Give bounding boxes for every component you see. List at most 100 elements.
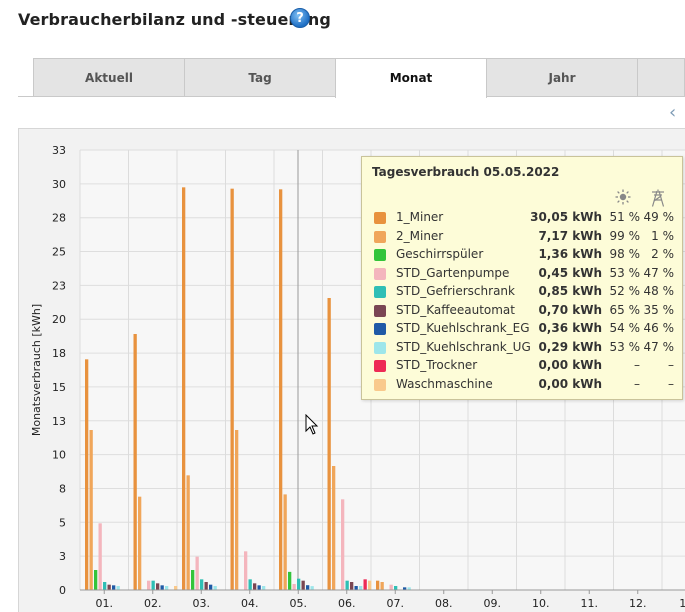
bar <box>350 582 354 590</box>
bar <box>89 430 93 590</box>
prev-arrow-icon[interactable]: ‹ <box>669 102 677 123</box>
y-tick-label: 0 <box>59 584 66 597</box>
pv-share: 65 % <box>609 302 641 317</box>
x-tick-label: 01. <box>96 597 114 610</box>
bar <box>327 298 331 590</box>
sun-icon <box>615 189 631 209</box>
bar <box>359 586 363 590</box>
tab-monat[interactable]: Monat <box>335 58 487 98</box>
x-tick-label: 13 <box>679 597 685 610</box>
consumer-energy: 0,70 kWh <box>538 302 602 317</box>
day-tooltip: Tagesverbrauch 05.05.2022 1_Miner 30,05 k… <box>361 156 683 400</box>
bar <box>354 586 358 590</box>
x-tick-label: 03. <box>193 597 211 610</box>
legend-swatch <box>374 267 386 280</box>
bar <box>133 334 137 590</box>
bar <box>94 570 98 590</box>
legend-swatch <box>374 323 386 335</box>
y-tick-label: 25 <box>52 246 66 259</box>
x-tick-label: 10. <box>532 597 550 610</box>
bar <box>292 584 296 590</box>
bar <box>209 584 213 590</box>
bar <box>248 579 252 590</box>
tooltip-title: Tagesverbrauch 05.05.2022 <box>372 165 560 179</box>
tab-aktuell[interactable]: Aktuell <box>33 58 185 96</box>
bar <box>165 586 169 590</box>
bar <box>195 556 199 590</box>
bar <box>213 586 217 590</box>
y-tick-label: 20 <box>52 313 66 326</box>
bar <box>182 187 186 591</box>
bar <box>147 580 151 590</box>
tab-tag[interactable]: Tag <box>184 58 336 96</box>
tooltip-row: STD_Kaffeeautomat 0,70 kWh 65 % 35 % <box>362 302 684 320</box>
tab-jahr[interactable]: Jahr <box>486 58 638 96</box>
tab-more[interactable] <box>637 58 685 96</box>
consumer-name: STD_Kuehlschrank_UG <box>396 339 531 354</box>
grid-share: 49 % <box>643 210 675 224</box>
x-tick-label: 04. <box>241 597 259 610</box>
bar <box>332 466 336 590</box>
bar <box>301 580 305 590</box>
bar <box>394 586 398 590</box>
bar <box>341 499 345 590</box>
bar <box>204 582 208 590</box>
consumer-name: Waschmaschine <box>396 376 493 391</box>
tooltip-row: 2_Miner 7,17 kWh 99 % 1 % <box>362 228 684 246</box>
bar <box>186 475 190 590</box>
bar <box>380 582 384 590</box>
y-tick-label: 5 <box>59 516 66 529</box>
pv-share: 51 % <box>609 210 641 224</box>
bar <box>310 586 314 590</box>
bar <box>160 585 164 590</box>
consumer-name: 2_Miner <box>396 228 444 243</box>
y-tick-label: 30 <box>52 178 66 191</box>
bar <box>98 523 102 590</box>
pv-share: 98 % <box>609 247 641 261</box>
bar <box>191 570 195 590</box>
bar <box>85 359 89 590</box>
legend-swatch <box>374 360 386 372</box>
power-pylon-icon <box>650 189 666 211</box>
tooltip-row: Waschmaschine 0,00 kWh – – <box>362 376 684 394</box>
y-tick-label: 3 <box>59 550 66 563</box>
consumer-energy: 7,17 kWh <box>538 228 602 243</box>
bar <box>363 579 367 590</box>
bar <box>389 584 393 590</box>
mouse-cursor-icon <box>305 414 319 435</box>
consumer-energy: 0,85 kWh <box>538 284 602 298</box>
legend-swatch <box>374 304 386 317</box>
x-tick-label: 11. <box>581 597 599 610</box>
bar <box>283 494 287 590</box>
legend-swatch <box>374 230 386 243</box>
grid-share: 48 % <box>643 284 675 298</box>
legend-swatch <box>374 212 386 224</box>
consumer-energy: 30,05 kWh <box>530 210 602 224</box>
pv-share: 52 % <box>609 284 641 298</box>
grid-share: 35 % <box>643 302 675 317</box>
consumer-name: STD_Gefrierschrank <box>396 284 515 298</box>
x-tick-label: 02. <box>144 597 162 610</box>
grid-share: 47 % <box>643 339 675 354</box>
tooltip-row: STD_Gefrierschrank 0,85 kWh 52 % 48 % <box>362 283 684 301</box>
bar <box>297 578 301 590</box>
pv-share: 99 % <box>609 228 641 243</box>
x-tick-label: 06. <box>338 597 356 610</box>
y-tick-label: 13 <box>52 415 66 428</box>
legend-swatch <box>374 249 386 261</box>
legend-swatch <box>374 286 386 298</box>
bar <box>235 430 239 590</box>
help-icon[interactable]: ? <box>290 8 310 28</box>
bar <box>279 189 283 591</box>
tooltip-row: Geschirrspüler 1,36 kWh 98 % 2 % <box>362 246 684 264</box>
tooltip-row: STD_Gartenpumpe 0,45 kWh 53 % 47 % <box>362 265 684 283</box>
bar <box>257 585 261 590</box>
x-tick-label: 07. <box>387 597 405 610</box>
legend-swatch <box>374 378 386 391</box>
grid-share: – <box>668 358 674 372</box>
y-tick-label: 18 <box>52 347 66 360</box>
bar <box>403 587 407 590</box>
x-tick-label: 05. <box>290 597 308 610</box>
y-tick-label: 23 <box>52 279 66 292</box>
pv-share: 53 % <box>609 265 641 280</box>
